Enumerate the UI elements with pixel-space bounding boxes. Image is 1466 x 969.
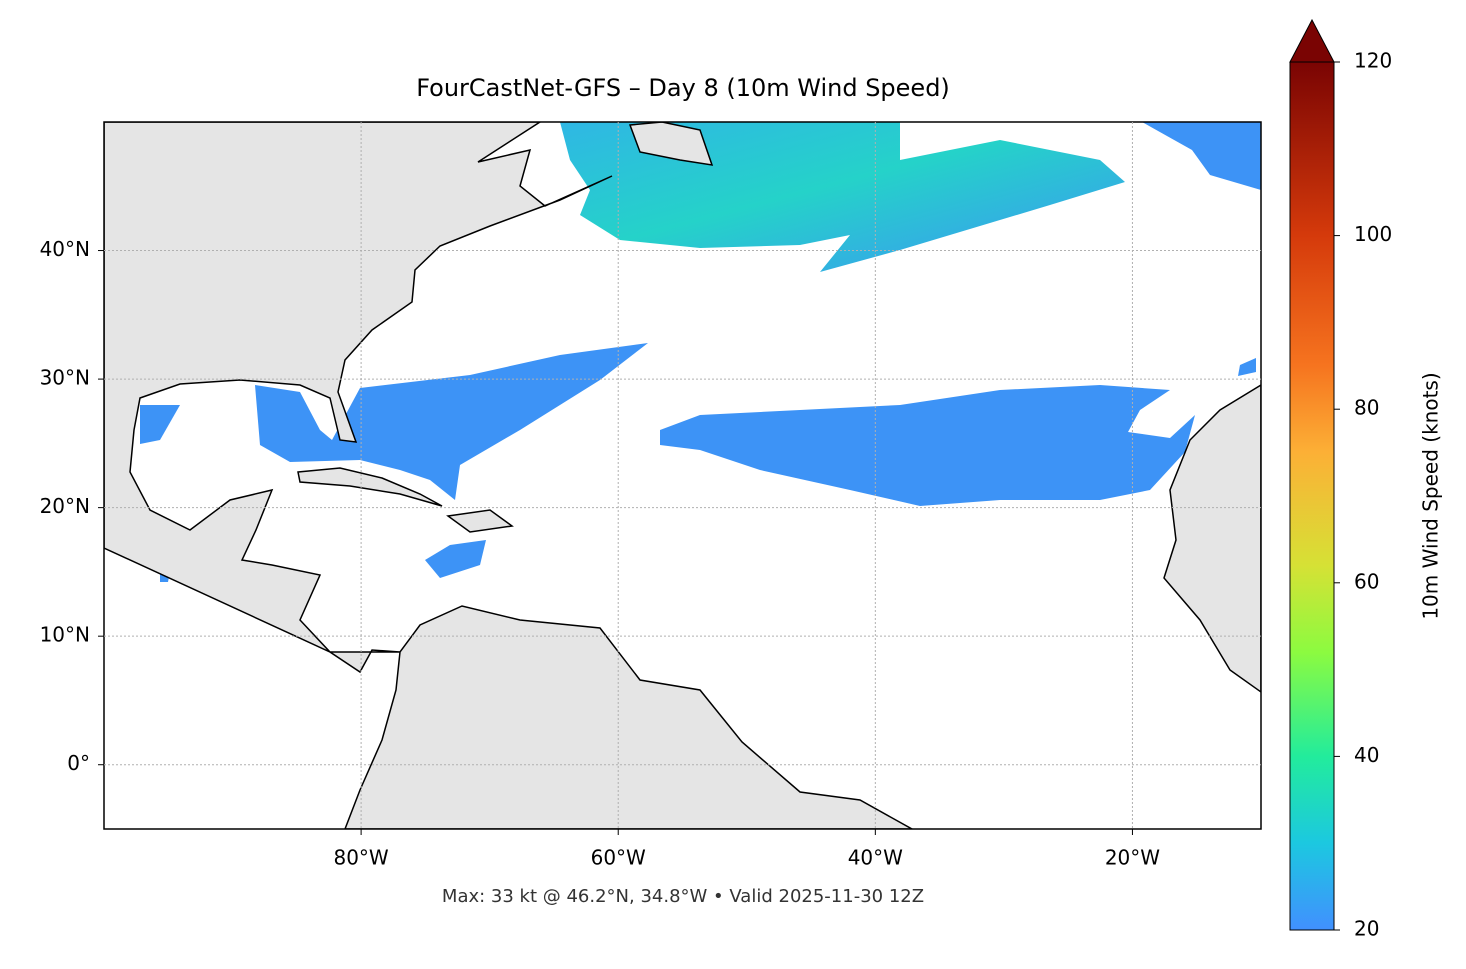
wind-region (255, 343, 648, 500)
wind-region (660, 385, 1195, 506)
colorbar-tick-label: 20 (1354, 917, 1379, 941)
cuba (297, 467, 443, 507)
y-tick-label: 40°N (40, 237, 90, 261)
colorbar-tick-label: 40 (1354, 743, 1379, 767)
americas (104, 122, 914, 829)
wind-region (425, 540, 486, 578)
map-layers (104, 122, 1261, 829)
colorbar-label: 10m Wind Speed (knots) (1419, 372, 1443, 619)
y-tick-label: 0° (67, 751, 90, 775)
wind-region (1238, 358, 1256, 376)
x-tick-label: 40°W (848, 846, 903, 870)
colorbar-tick-label: 100 (1354, 222, 1392, 246)
map-footer: Max: 33 kt @ 46.2°N, 34.8°W • Valid 2025… (442, 886, 924, 907)
colorbar-tick-label: 80 (1354, 396, 1379, 420)
y-tick-label: 20°N (40, 494, 90, 518)
colorbar (1289, 61, 1335, 931)
colorbar-tick-label: 60 (1354, 569, 1379, 593)
newfoundland (628, 122, 714, 166)
y-tick-label: 30°N (40, 366, 90, 390)
africa (1163, 384, 1261, 693)
map-frame (103, 121, 1262, 830)
x-tick-label: 20°W (1105, 846, 1160, 870)
y-tick-label: 10°N (40, 623, 90, 647)
x-tick-label: 60°W (591, 846, 646, 870)
colorbar-tick-label: 120 (1354, 49, 1392, 73)
hispaniola (446, 509, 514, 533)
wind-region (1142, 122, 1261, 190)
colorbar-extend (1289, 18, 1335, 63)
map-title: FourCastNet-GFS – Day 8 (10m Wind Speed) (416, 74, 950, 102)
wind-region (140, 405, 180, 444)
land (104, 122, 1261, 829)
x-tick-label: 80°W (333, 846, 388, 870)
